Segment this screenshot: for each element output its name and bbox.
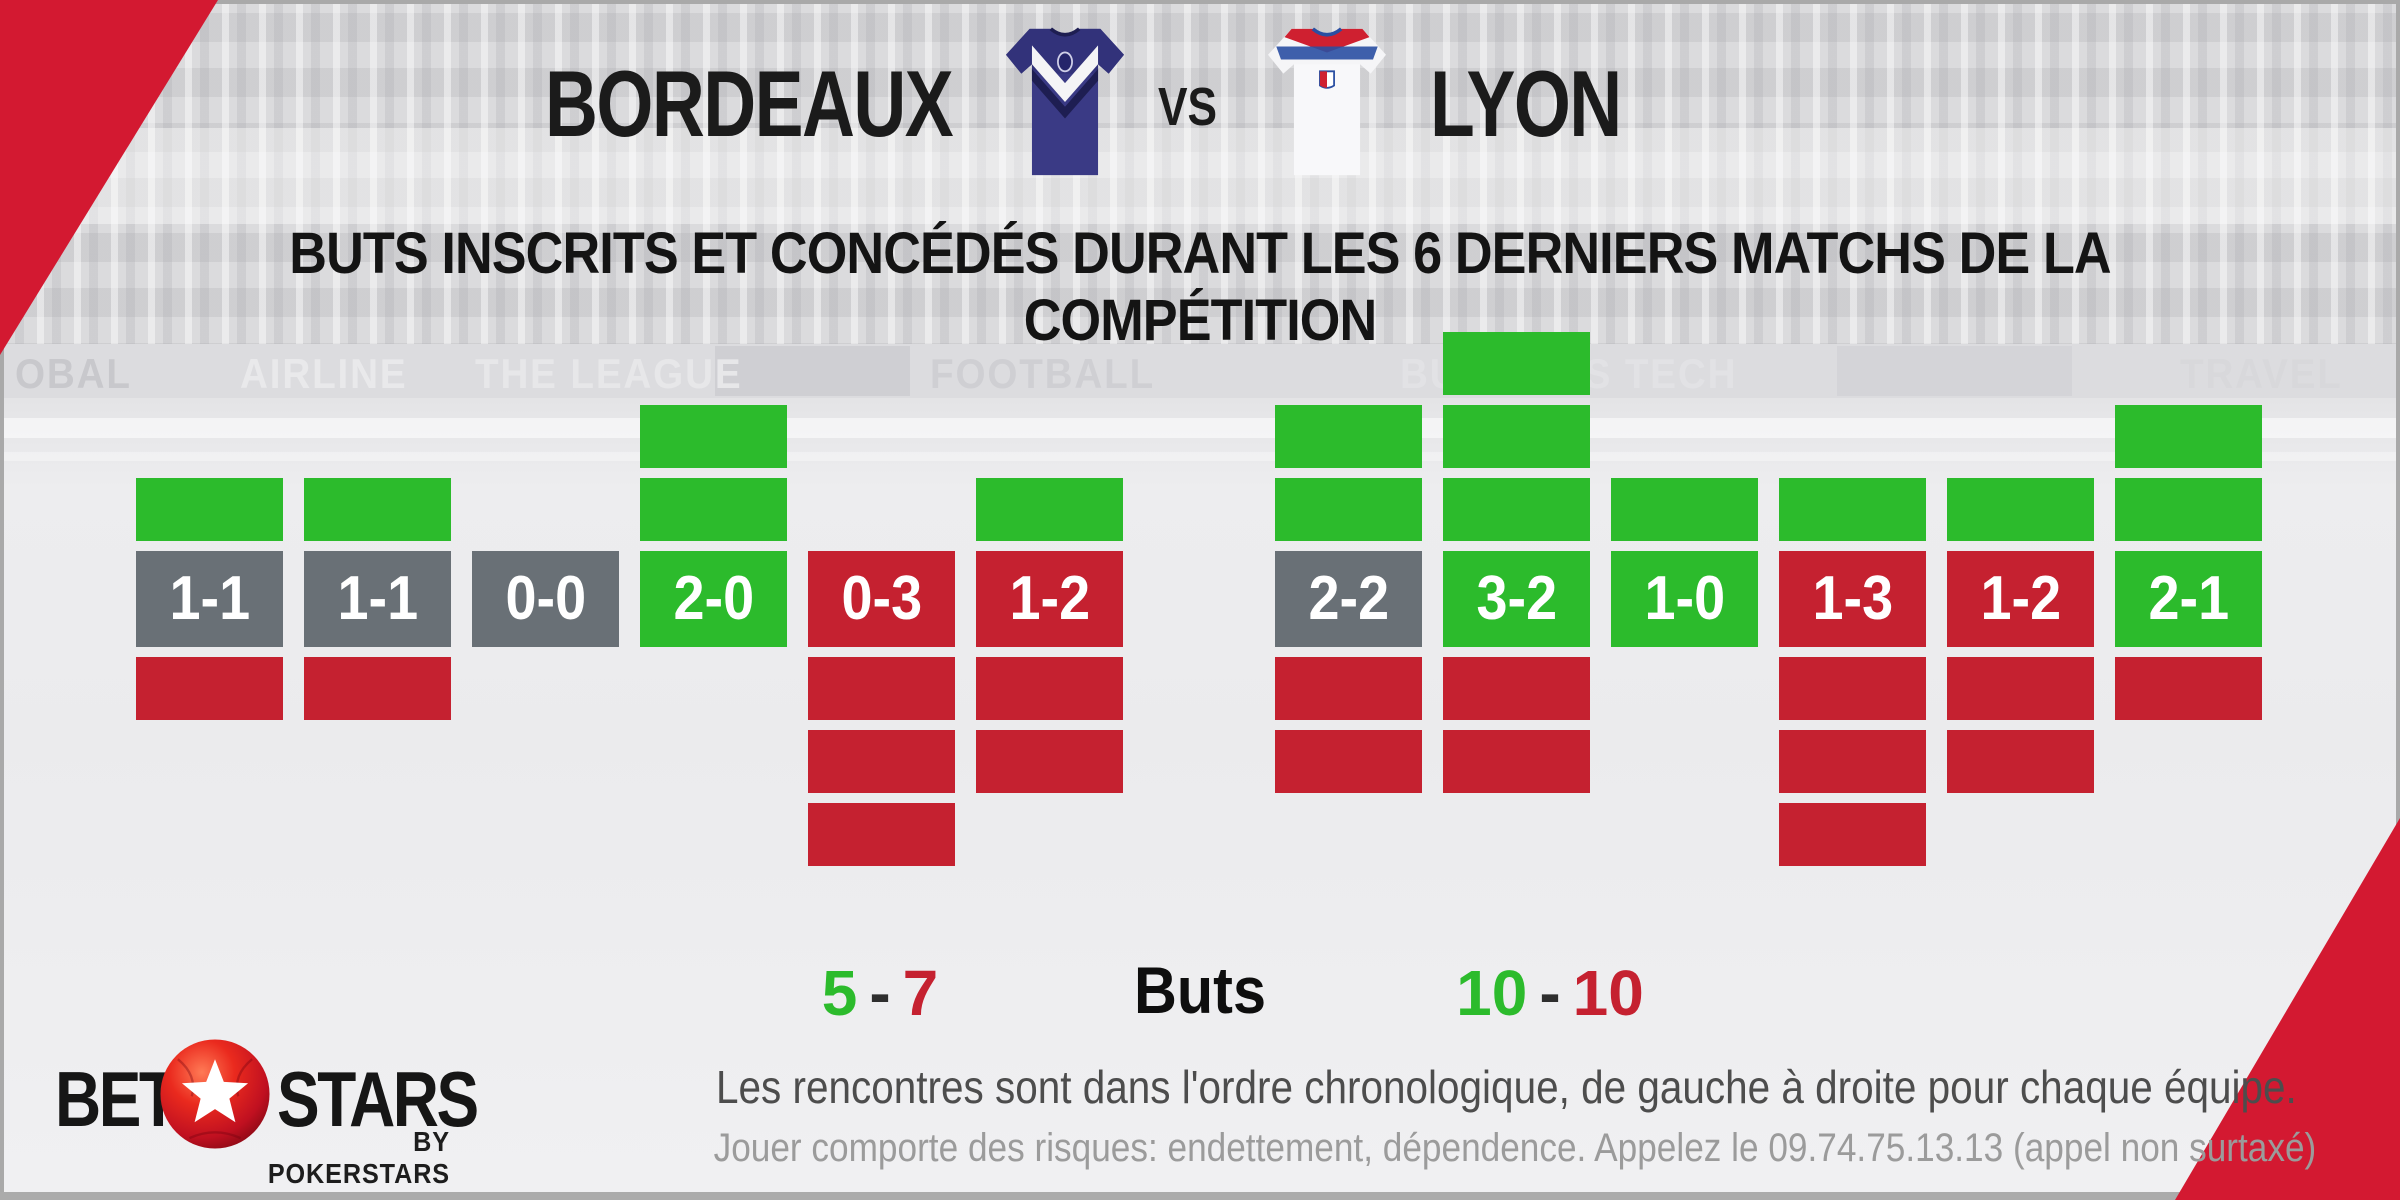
goal-scored-block <box>1443 405 1590 468</box>
goal-scored-block <box>976 478 1123 541</box>
score-label: 1-2 <box>976 551 1123 647</box>
away-goals-scored-total: 10 <box>1456 957 1528 1029</box>
score-label: 0-3 <box>808 551 955 647</box>
goal-conceded-block <box>808 803 955 866</box>
frame-border-left <box>0 0 4 1200</box>
betstars-logo-bet-text: BET <box>55 1055 178 1143</box>
goal-scored-block <box>1611 478 1758 541</box>
goal-scored-block <box>1443 478 1590 541</box>
ad-board-text: FOOTBALL <box>930 350 1156 397</box>
score-label: 2-2 <box>1275 551 1422 647</box>
goal-scored-block <box>640 405 787 468</box>
chronology-note: Les rencontres sont dans l'ordre chronol… <box>716 1061 2297 1113</box>
bordeaux-jersey-icon <box>1006 27 1124 176</box>
totals-caption: Buts <box>1133 953 1266 1027</box>
stadium-crowd-background <box>0 0 2400 398</box>
goal-conceded-block <box>2115 657 2262 720</box>
goal-conceded-block <box>136 657 283 720</box>
ad-board-text: THE LEAGUE <box>475 350 743 397</box>
score-label: 1-1 <box>136 551 283 647</box>
pitch-line <box>0 452 2400 461</box>
goal-conceded-block <box>1443 730 1590 793</box>
score-label: 1-1 <box>304 551 451 647</box>
home-goals-conceded-total: 7 <box>902 957 939 1029</box>
score-label: 1-2 <box>1947 551 2094 647</box>
vs-label: VS <box>1158 77 1218 137</box>
away-goals-conceded-total: 10 <box>1572 957 1644 1029</box>
ad-board-text: OBAL <box>15 350 132 397</box>
goal-conceded-block <box>304 657 451 720</box>
score-label: 3-2 <box>1443 551 1590 647</box>
score-label: 2-0 <box>640 551 787 647</box>
ad-board-text: AIRLINE <box>240 350 408 397</box>
goal-conceded-block <box>976 730 1123 793</box>
betstars-logo: BET STARS BY POKERSTARS <box>55 1039 479 1189</box>
goal-conceded-block <box>1443 657 1590 720</box>
pitch-line <box>0 418 2400 438</box>
title-background-wash <box>0 128 2400 224</box>
home-team-name: BORDEAUX <box>545 51 954 156</box>
away-goals-totals: 10-10 <box>1400 956 1700 1030</box>
home-goals-totals: 5-7 <box>730 956 1030 1030</box>
goal-scored-block <box>1275 478 1422 541</box>
betstars-logo-stars-text: STARS <box>277 1055 479 1143</box>
goal-conceded-block <box>1947 730 2094 793</box>
goal-scored-block <box>136 478 283 541</box>
goal-scored-block <box>640 478 787 541</box>
lyon-jersey-icon <box>1268 27 1386 176</box>
home-goals-scored-total: 5 <box>821 957 858 1029</box>
chart-title: BUTS INSCRITS ET CONCÉDÉS DURANT LES 6 D… <box>289 221 2111 353</box>
goal-conceded-block <box>976 657 1123 720</box>
goal-conceded-block <box>1779 657 1926 720</box>
goal-scored-block <box>1275 405 1422 468</box>
ad-board-panel <box>715 346 910 396</box>
goal-conceded-block <box>1779 803 1926 866</box>
frame-border-bottom <box>0 1192 2400 1200</box>
goal-conceded-block <box>1275 657 1422 720</box>
frame-border-right <box>2396 0 2400 1200</box>
goal-scored-block <box>304 478 451 541</box>
goal-conceded-block <box>808 657 955 720</box>
goal-conceded-block <box>1275 730 1422 793</box>
ad-board-panel <box>1837 346 2072 396</box>
score-label: 1-0 <box>1611 551 1758 647</box>
goal-conceded-block <box>1779 730 1926 793</box>
goal-scored-block <box>1779 478 1926 541</box>
score-label: 0-0 <box>472 551 619 647</box>
goal-scored-block <box>1947 478 2094 541</box>
totals-separator: - <box>869 957 891 1029</box>
betstars-ball-icon <box>160 1039 270 1149</box>
away-team-name: LYON <box>1430 51 1622 156</box>
goal-scored-block <box>1443 332 1590 395</box>
goal-conceded-block <box>808 730 955 793</box>
ad-board-text: TRAVEL <box>2180 350 2343 397</box>
betstars-logo-byline: BY POKERSTARS <box>267 1126 450 1189</box>
star-icon <box>181 1059 249 1123</box>
goal-conceded-block <box>1947 657 2094 720</box>
score-label: 2-1 <box>2115 551 2262 647</box>
totals-separator: - <box>1539 957 1561 1029</box>
frame-border-top <box>0 0 2400 4</box>
goal-scored-block <box>2115 478 2262 541</box>
gambling-disclaimer: Jouer comporte des risques: endettement,… <box>713 1126 2317 1170</box>
goal-scored-block <box>2115 405 2262 468</box>
score-label: 1-3 <box>1779 551 1926 647</box>
